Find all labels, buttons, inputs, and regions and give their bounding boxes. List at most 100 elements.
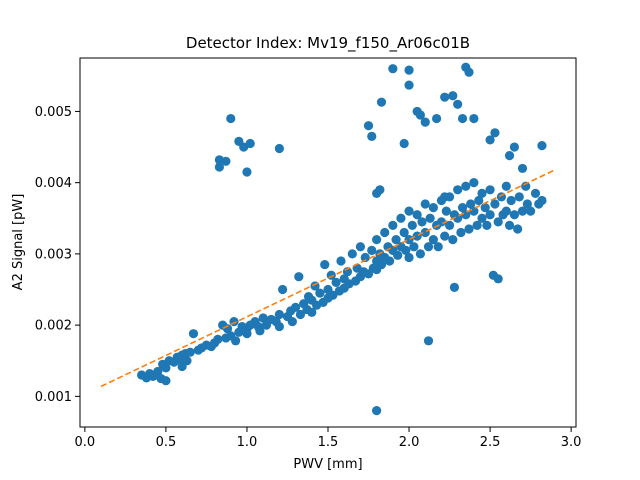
data-point [509,210,520,220]
y-axis: 0.001 0.002 0.003 0.004 0.005 [35,105,80,405]
data-point [496,192,507,202]
data-point [469,113,479,124]
x-tick-label: 0.5 [156,435,177,450]
data-point [517,206,528,216]
data-point [258,313,268,323]
data-point [509,142,520,152]
data-point [448,235,458,245]
x-axis: 0.0 0.5 1.0 1.5 2.0 2.5 3.0 [75,427,581,450]
data-point [417,217,427,227]
data-point [245,138,255,149]
data-point [423,242,434,252]
data-point [428,235,438,245]
data-point [360,252,370,263]
data-point [504,150,515,161]
data-point [428,202,438,213]
data-point [404,65,414,75]
data-point [461,181,471,191]
y-tick-label: 0.002 [35,319,72,334]
data-point [161,376,171,386]
data-point [290,302,301,312]
data-point [466,199,476,209]
data-point [415,110,425,120]
data-point [307,307,317,317]
data-point [375,185,385,195]
data-point [420,117,430,127]
data-point [440,92,450,102]
data-point [485,185,495,195]
data-point [404,80,414,90]
fit-line [100,169,556,388]
data-point [477,213,487,223]
x-axis-label: PWV [mm] [293,457,362,472]
x-tick-label: 2.5 [480,435,501,450]
data-point [423,336,434,346]
data-point [504,220,515,230]
data-point [436,217,447,227]
data-point [456,227,466,238]
y-tick-label: 0.001 [35,390,72,405]
data-point [274,309,284,320]
data-point [274,321,284,332]
data-point [440,192,450,202]
data-point [380,227,390,238]
data-point [537,195,547,206]
data-point [409,242,419,252]
data-point [464,224,474,234]
data-point [161,363,171,373]
data-point [393,250,403,260]
data-point [412,231,422,241]
data-point [490,128,500,138]
data-point [501,181,511,191]
data-point [388,64,398,74]
data-point [221,156,231,166]
x-tick-label: 1.5 [318,435,339,450]
data-point [461,210,471,220]
data-point [448,91,458,101]
data-point [444,220,455,230]
data-point [420,199,430,209]
data-point [331,277,341,287]
data-point [501,206,511,216]
data-point [388,220,398,230]
data-point [521,181,531,191]
data-point [480,202,490,213]
data-point [441,206,451,216]
data-point [328,290,338,300]
y-tick-label: 0.003 [35,247,72,262]
data-point [274,143,284,154]
data-point [485,135,495,145]
data-point [214,162,224,172]
data-point [367,245,377,255]
data-point [401,245,411,255]
data-point [372,235,382,245]
data-point [295,309,306,320]
data-point [490,199,500,209]
data-point [153,366,163,377]
data-point [453,185,463,195]
data-point [278,284,288,295]
data-point [213,334,223,344]
data-point [457,113,468,124]
data-point [425,213,435,223]
data-point [355,242,366,252]
data-point [440,231,450,241]
data-point [485,210,495,220]
data-point [363,121,374,131]
chart-title: Detector Index: Mv19_f150_Ar06c01B [186,34,470,53]
data-point [506,195,516,206]
data-point [469,206,479,216]
data-point [185,347,195,357]
data-point [404,252,414,263]
data-point [493,217,503,227]
data-point [294,272,304,282]
data-point [320,259,330,270]
data-point [384,256,395,266]
data-point [517,163,528,174]
data-point [336,256,346,266]
data-point [482,220,492,230]
data-point [372,406,382,416]
data-point [464,67,474,77]
data-point [457,202,468,213]
data-point [226,113,236,124]
